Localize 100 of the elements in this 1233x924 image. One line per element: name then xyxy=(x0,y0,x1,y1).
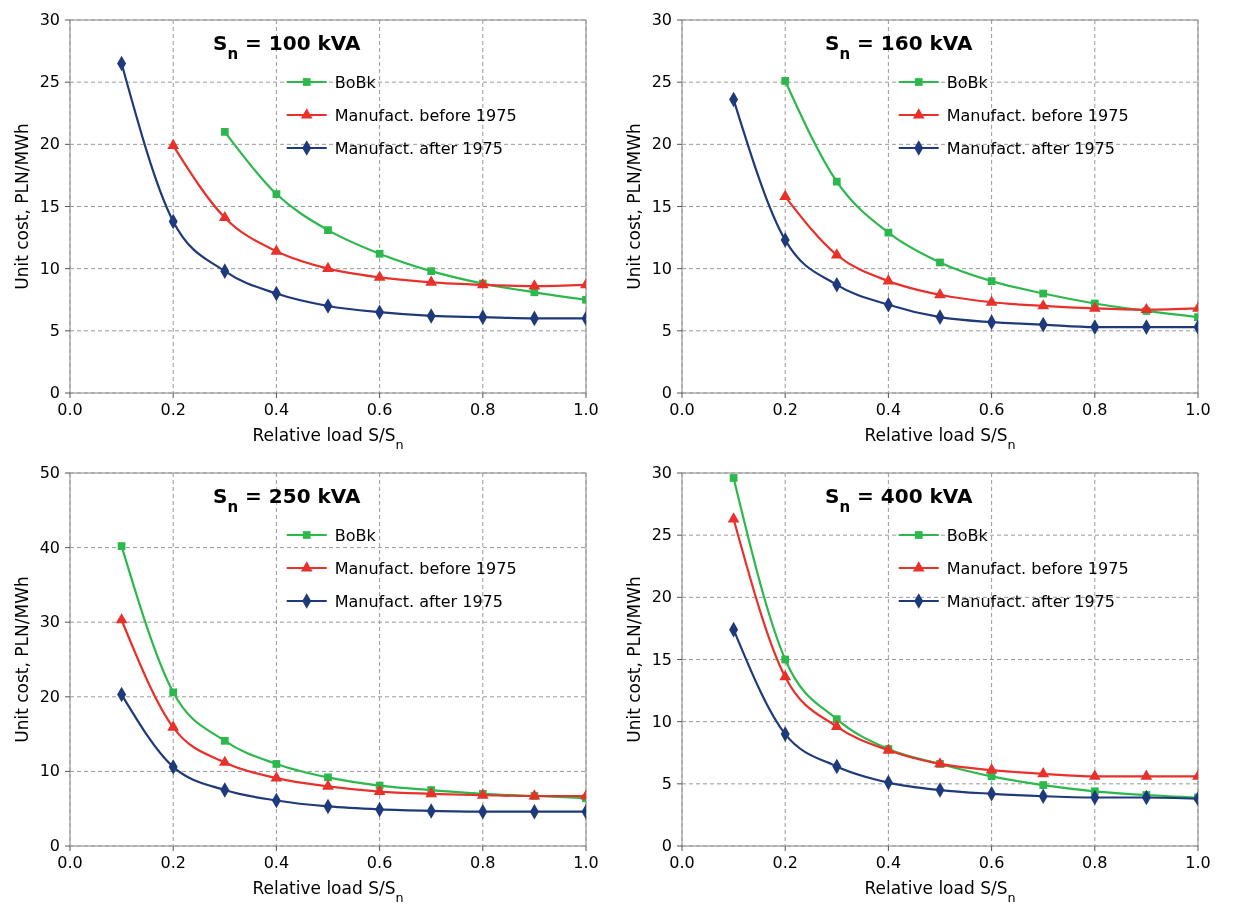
x-tick-label: 1.0 xyxy=(573,400,599,419)
point xyxy=(218,210,231,222)
legend-label: Manufact. after 1975 xyxy=(334,139,503,158)
y-tick-label: 50 xyxy=(39,463,60,482)
x-tick-label: 0.2 xyxy=(772,400,798,419)
x-axis-title: Relative load S/S$_{n}$ xyxy=(864,878,1016,905)
y-axis-title: Unit cost, PLN/MWh xyxy=(624,123,644,290)
legend-label: BoBk xyxy=(334,73,377,92)
y-tick-label: 10 xyxy=(39,761,60,781)
x-tick-label: 0.2 xyxy=(160,400,186,419)
point xyxy=(1140,769,1153,780)
y-tick-label: 20 xyxy=(651,134,672,154)
point xyxy=(1037,299,1050,310)
point xyxy=(1088,769,1101,780)
y-tick-label: 15 xyxy=(651,649,672,669)
y-tick-label: 40 xyxy=(39,537,60,557)
point xyxy=(220,128,229,136)
point xyxy=(270,244,283,255)
point xyxy=(1088,301,1101,312)
point xyxy=(830,248,843,259)
point xyxy=(220,736,229,745)
x-tick-label: 0.8 xyxy=(470,853,496,872)
legend-label: Manufact. before 1975 xyxy=(946,106,1129,125)
point xyxy=(987,277,996,285)
y-tick-label: 0 xyxy=(661,836,672,855)
x-tick-label: 1.0 xyxy=(1185,400,1211,419)
point xyxy=(781,655,790,664)
x-tick-label: 0.2 xyxy=(160,853,186,872)
x-tick-label: 0.4 xyxy=(875,400,902,419)
y-tick-label: 20 xyxy=(651,587,672,607)
point xyxy=(729,474,738,482)
point xyxy=(1039,289,1048,298)
y-tick-label: 5 xyxy=(49,320,60,340)
y-tick-label: 25 xyxy=(39,72,60,92)
x-tick-label: 0.6 xyxy=(978,853,1005,872)
x-tick-label: 0.0 xyxy=(57,400,83,419)
point xyxy=(115,613,128,624)
y-tick-label: 10 xyxy=(39,258,60,278)
point xyxy=(727,512,740,523)
y-tick-label: 5 xyxy=(661,773,672,793)
text: S$_{n}$ = 100 kVA xyxy=(213,31,361,63)
y-tick-label: 25 xyxy=(651,72,672,92)
legend-label: Manufact. after 1975 xyxy=(946,139,1115,158)
y-tick-label: 0 xyxy=(49,836,60,855)
x-tick-label: 0.6 xyxy=(366,400,393,419)
point xyxy=(373,784,386,795)
point xyxy=(375,249,384,258)
point xyxy=(324,226,332,234)
x-tick-label: 0.6 xyxy=(978,400,1005,419)
y-tick-label: 0 xyxy=(49,383,60,402)
point xyxy=(985,295,998,306)
point xyxy=(427,267,436,276)
point xyxy=(272,760,281,768)
point xyxy=(270,771,283,782)
point xyxy=(425,275,438,286)
x-tick-label: 0.0 xyxy=(669,853,695,872)
y-tick-label: 10 xyxy=(651,711,672,731)
y-axis-title: Unit cost, PLN/MWh xyxy=(624,576,644,743)
y-tick-label: 30 xyxy=(651,463,672,482)
text: S$_{n}$ = 250 kVA xyxy=(213,484,361,516)
y-tick-label: 20 xyxy=(39,686,60,706)
y-tick-label: 15 xyxy=(39,196,60,216)
point xyxy=(832,177,841,186)
x-tick-label: 0.6 xyxy=(366,853,393,872)
legend-label: Manufact. before 1975 xyxy=(334,559,517,578)
legend-label: BoBk xyxy=(946,526,989,545)
point xyxy=(1039,781,1048,789)
x-tick-label: 1.0 xyxy=(1185,853,1211,872)
point xyxy=(425,786,438,798)
point xyxy=(169,688,178,697)
legend-label: Manufact. after 1975 xyxy=(334,592,503,611)
x-tick-label: 0.0 xyxy=(57,853,83,872)
legend-label: Manufact. before 1975 xyxy=(946,559,1129,578)
legend-label: BoBk xyxy=(946,73,989,92)
point xyxy=(832,715,841,724)
x-tick-label: 0.8 xyxy=(1082,400,1108,419)
point xyxy=(167,720,180,731)
y-axis-title: Unit cost, PLN/MWh xyxy=(12,576,32,743)
y-tick-label: 5 xyxy=(661,320,672,340)
x-tick-label: 0.2 xyxy=(772,853,798,872)
point xyxy=(985,763,998,774)
x-tick-label: 0.0 xyxy=(669,400,695,419)
x-axis-title: Relative load S/S$_{n}$ xyxy=(252,425,404,452)
point xyxy=(1140,302,1153,314)
point xyxy=(779,670,792,681)
y-tick-label: 10 xyxy=(651,258,672,278)
point xyxy=(779,189,792,200)
legend-label: Manufact. after 1975 xyxy=(946,592,1115,611)
point xyxy=(936,258,944,267)
y-tick-label: 0 xyxy=(661,383,672,402)
legend-label: Manufact. before 1975 xyxy=(334,106,517,125)
x-tick-label: 0.8 xyxy=(1082,853,1108,872)
y-tick-label: 15 xyxy=(651,196,672,216)
x-tick-label: 0.4 xyxy=(875,853,902,872)
point xyxy=(272,190,281,198)
point xyxy=(528,279,541,290)
text: S$_{n}$ = 160 kVA xyxy=(825,31,973,63)
y-tick-label: 30 xyxy=(39,612,60,632)
y-tick-label: 20 xyxy=(39,134,60,154)
text: S$_{n}$ = 400 kVA xyxy=(825,484,973,516)
